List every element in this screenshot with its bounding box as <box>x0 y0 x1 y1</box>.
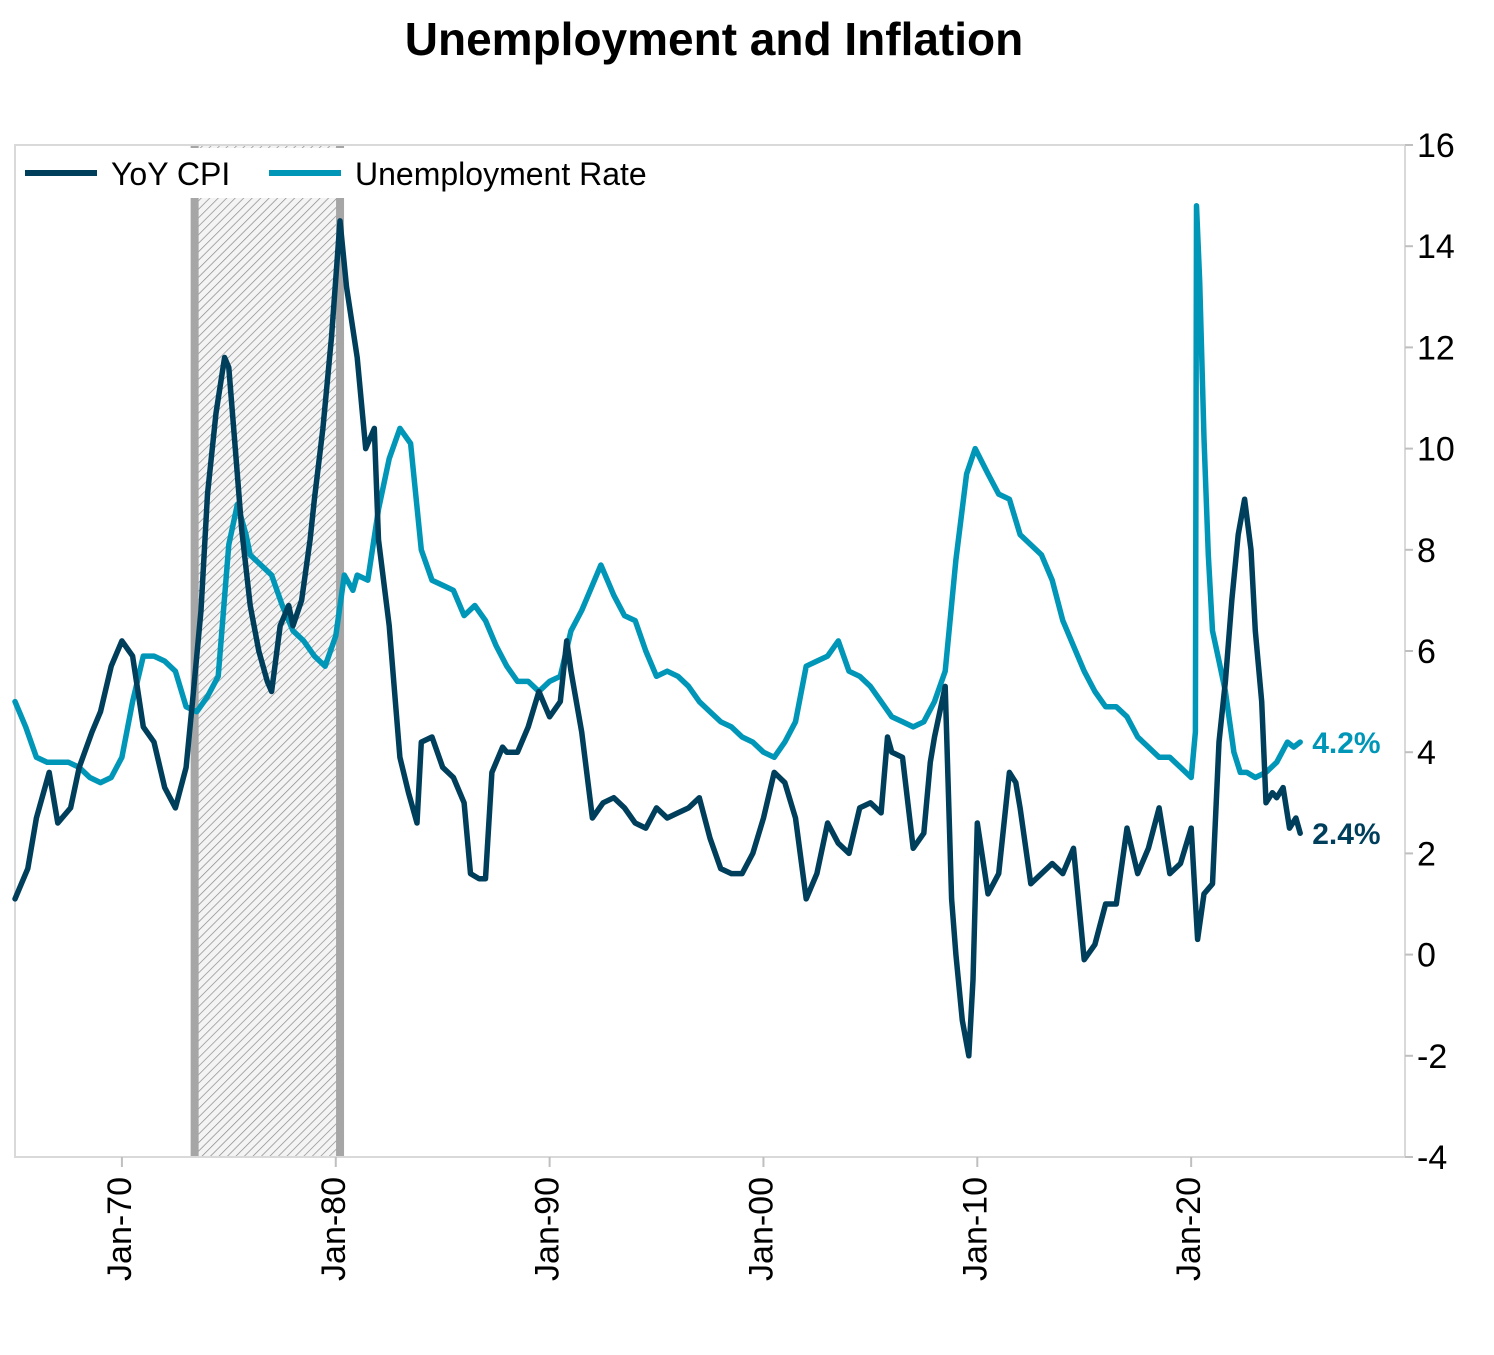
end-label-yoy-cpi: 2.4% <box>1312 818 1380 851</box>
x-tick-label: Jan-10 <box>956 1177 994 1281</box>
y-tick-label: -4 <box>1417 1139 1447 1177</box>
y-tick-label: 8 <box>1417 532 1436 570</box>
y-tick-label: 4 <box>1417 734 1436 772</box>
x-tick-label: Jan-70 <box>101 1177 139 1281</box>
shaded-period <box>194 145 341 1157</box>
y-tick-label: 0 <box>1417 937 1436 975</box>
legend-box <box>17 148 717 198</box>
series-line-yoy-cpi <box>12 218 1303 1059</box>
y-tick-label: 14 <box>1417 228 1455 266</box>
x-tick-label: Jan-90 <box>529 1177 567 1281</box>
chart-title: Unemployment and Inflation <box>404 13 1024 65</box>
x-tick-label: Jan-80 <box>315 1177 353 1281</box>
x-tick-label: Jan-20 <box>1170 1177 1208 1281</box>
series-line-unemployment-rate <box>12 202 1303 786</box>
y-tick-label: 6 <box>1417 633 1436 671</box>
legend-label-yoy-cpi: YoY CPI <box>111 156 230 192</box>
y-tick-label: 16 <box>1417 127 1455 165</box>
end-label-unemployment-rate: 4.2% <box>1312 727 1380 760</box>
y-tick-label: 12 <box>1417 329 1455 367</box>
legend-label-unemployment-rate: Unemployment Rate <box>355 156 647 192</box>
y-tick-label: 2 <box>1417 835 1436 873</box>
y-tick-label: 10 <box>1417 431 1455 469</box>
y-tick-label: -2 <box>1417 1038 1447 1076</box>
x-tick-label: Jan-00 <box>742 1177 780 1281</box>
